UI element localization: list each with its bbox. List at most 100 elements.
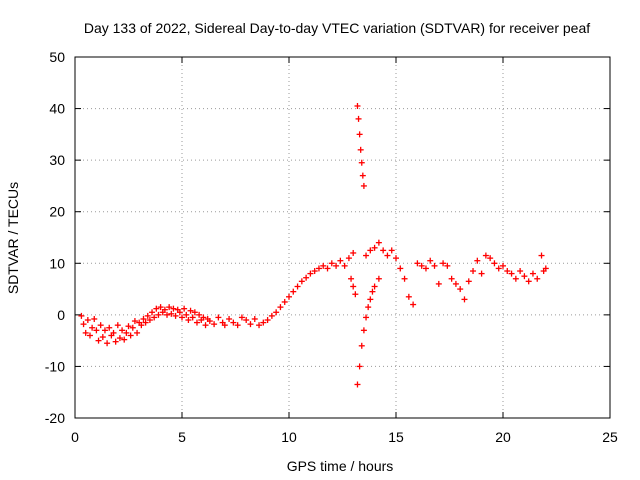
data-points [78,102,549,388]
data-point [286,293,292,300]
data-point [355,115,362,122]
data-point [189,314,196,321]
y-tick-labels: -20 -10 0 10 20 30 40 50 [45,49,65,426]
data-point [151,314,158,321]
data-point [187,307,194,314]
data-point [478,270,485,277]
data-point [127,332,134,339]
y-tick-label: 40 [49,101,65,117]
data-point [80,321,87,328]
data-point [465,278,472,285]
data-point [418,262,425,269]
data-point [360,327,367,334]
data-point [512,275,519,282]
data-point [179,314,185,321]
data-point [106,324,113,331]
data-point [365,304,372,311]
data-point [337,257,344,264]
data-point [431,262,438,269]
data-point [101,327,108,334]
data-point [440,260,447,267]
data-point [123,329,130,336]
x-tick-labels: 0 5 10 15 20 25 [71,429,618,445]
data-point [170,305,177,312]
data-point [504,268,511,275]
data-point [290,288,297,295]
data-point [97,322,104,329]
data-point [307,270,314,277]
data-point [221,322,228,329]
data-point [371,244,378,251]
data-point [369,288,376,295]
data-point [99,334,106,341]
data-point [164,311,171,318]
data-point [320,262,327,269]
data-point [367,296,374,303]
data-point [185,317,192,324]
data-point [363,252,370,259]
data-point [358,342,365,349]
data-point [356,363,363,370]
data-point [350,283,357,290]
data-point [181,305,188,312]
x-tick-label: 20 [495,429,511,445]
data-point [202,322,209,329]
y-axis-label: SDTVAR / TECUs [5,182,21,294]
data-point [226,315,233,322]
data-point [348,275,355,282]
data-point [397,265,404,272]
y-tick-label: -10 [45,358,65,374]
data-point [401,275,408,282]
data-point [371,283,378,290]
data-point [422,265,429,272]
data-point [131,318,138,325]
data-point [380,247,387,254]
data-point [149,309,156,316]
data-point [315,265,322,272]
data-point [206,318,213,325]
data-point [448,275,455,282]
data-point [211,321,218,328]
data-point [86,332,93,339]
data-point [264,317,271,324]
data-point [360,182,367,189]
data-point [215,314,222,321]
data-point [84,317,91,324]
data-point [161,306,168,313]
data-point [82,329,89,336]
data-point [470,268,477,275]
data-point [172,312,179,319]
data-point [542,265,549,272]
data-point [538,252,545,259]
data-point [260,319,267,326]
y-tick-label: 0 [57,307,65,323]
data-point [138,322,145,329]
data-point [393,255,399,262]
data-point [110,329,117,336]
y-tick-label: 30 [49,152,65,168]
data-point [435,280,442,287]
data-point [345,255,352,262]
data-point [375,275,382,282]
data-point [495,265,502,272]
data-point [529,270,536,277]
data-point [238,314,245,321]
data-point [281,298,288,305]
data-point [91,315,98,322]
data-point [251,315,258,322]
data-point [119,327,126,334]
data-point [474,257,481,264]
data-point [357,146,364,153]
data-point [230,319,237,326]
axis-ticks [74,56,611,419]
data-point [294,283,301,290]
data-point [461,296,468,303]
data-point [356,131,363,138]
data-point [144,312,151,319]
data-point [298,278,305,285]
data-point [114,322,121,329]
data-point [234,322,241,329]
data-point [487,255,494,262]
